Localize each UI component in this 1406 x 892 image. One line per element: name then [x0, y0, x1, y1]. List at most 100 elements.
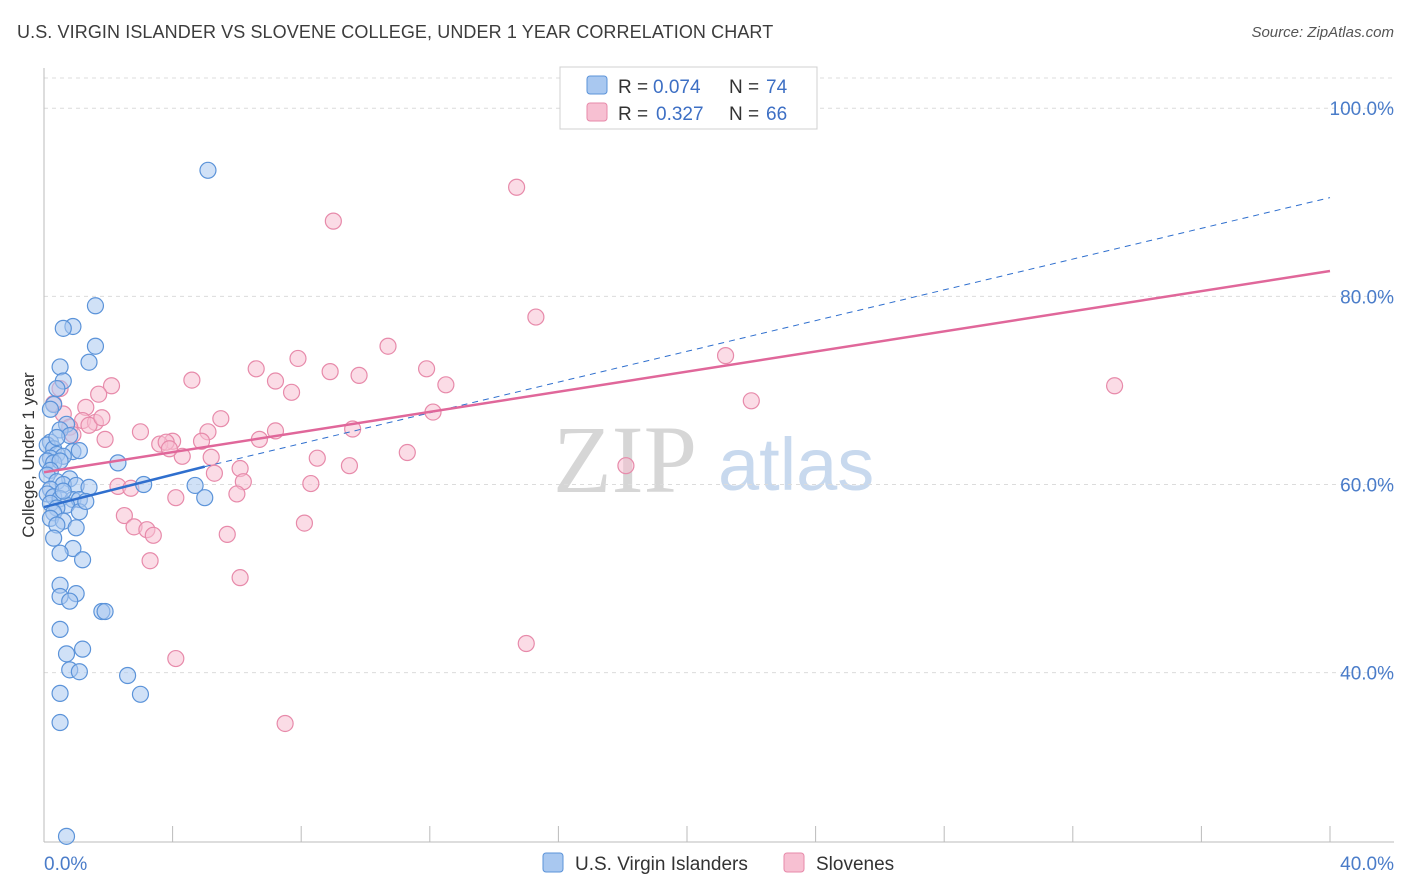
slovenes-point: [340, 457, 359, 475]
virgin-islanders-point: [48, 428, 66, 447]
x-tick-label-max: 40.0%: [1340, 854, 1394, 875]
legend-virgin-islanders-label: U.S. Virgin Islanders: [575, 854, 748, 875]
blue-n-value: 74: [766, 77, 788, 98]
virgin-islanders-point: [80, 353, 98, 371]
source-credit: Source: ZipAtlas.com: [1251, 24, 1394, 41]
slovenes-point: [202, 448, 220, 466]
virgin-islanders-point: [41, 400, 60, 418]
slovenes-point: [205, 464, 223, 482]
virgin-islanders-point: [199, 161, 217, 179]
virgin-islanders-point: [70, 663, 88, 681]
virgin-islanders-point: [57, 827, 76, 845]
y-tick-label: 100.0%: [1330, 99, 1395, 120]
pink-r-label: R =: [618, 104, 648, 125]
slovenes-point: [527, 308, 545, 326]
blue-swatch: [586, 75, 608, 95]
slovenes-point: [167, 649, 185, 668]
slovenes-point: [93, 409, 111, 427]
y-axis-label: College, Under 1 year: [19, 372, 38, 538]
virgin-islanders-point: [86, 297, 105, 315]
slovenes-point: [183, 371, 201, 389]
virgin-islanders-trend-line: [43, 465, 206, 509]
slovenes-point: [617, 457, 635, 475]
watermark-atlas: atlas: [718, 423, 874, 506]
slovenes-points: [45, 178, 1124, 733]
y-tick-label: 60.0%: [1340, 476, 1394, 497]
virgin-islanders-point: [45, 529, 63, 547]
virgin-islanders-point: [118, 666, 137, 685]
slovenes-point: [80, 416, 98, 434]
slovenes-point: [102, 377, 121, 395]
virgin-islanders-point: [70, 442, 88, 460]
legend-slovenes-label: Slovenes: [816, 854, 894, 875]
virgin-islanders-point: [73, 640, 92, 658]
virgin-islanders-point: [186, 476, 204, 495]
slovenes-point: [302, 474, 320, 493]
virgin-islanders-point: [48, 379, 66, 398]
blue-n-label: N =: [729, 77, 759, 98]
gridlines: [44, 77, 1394, 674]
slovenes-point: [289, 349, 307, 368]
y-axis-tick-labels: 40.0% 60.0% 80.0% 100.0%: [1330, 99, 1395, 684]
virgin-islanders-point: [73, 551, 92, 569]
virgin-islanders-point: [96, 602, 114, 621]
chart-title: U.S. VIRGIN ISLANDER VS SLOVENE COLLEGE,…: [17, 22, 774, 42]
legend-slovenes-swatch: [783, 852, 805, 873]
slovenes-point: [192, 432, 211, 450]
slovenes-point: [218, 525, 236, 543]
pink-r-value: 0.327: [656, 104, 704, 125]
slovenes-point: [141, 552, 159, 570]
slovenes-point: [1105, 377, 1124, 395]
slovenes-point: [228, 485, 246, 503]
slovenes-point: [308, 449, 326, 467]
virgin-islanders-point: [54, 482, 72, 500]
virgin-islanders-point: [57, 645, 76, 663]
slovenes-point: [321, 363, 339, 381]
slovenes-point: [508, 178, 526, 196]
slovenes-point: [417, 360, 436, 378]
virgin-islanders-points: [38, 161, 217, 845]
virgin-islanders-point: [86, 337, 105, 355]
slovenes-point: [742, 392, 760, 410]
series-legend: U.S. Virgin Islanders Slovenes: [542, 852, 894, 875]
slovenes-point: [276, 714, 294, 733]
slovenes-point: [212, 410, 230, 428]
pink-swatch: [586, 102, 608, 122]
slovenes-point: [324, 212, 342, 230]
slovenes-point: [295, 514, 314, 532]
virgin-islanders-point: [61, 592, 79, 610]
slovenes-point: [437, 376, 455, 394]
virgin-islanders-point: [109, 454, 127, 472]
slovenes-point: [115, 506, 133, 525]
virgin-islanders-point: [51, 713, 69, 732]
legend-virgin-islanders-swatch: [542, 852, 564, 873]
virgin-islanders-point: [196, 489, 214, 507]
x-tick-label-min: 0.0%: [44, 854, 87, 875]
slovenes-point: [167, 489, 185, 507]
blue-r-label: R =: [618, 77, 648, 98]
slovenes-point: [517, 634, 535, 653]
pink-n-label: N =: [729, 104, 759, 125]
slovenes-point: [350, 366, 368, 384]
blue-r-value: 0.074: [653, 77, 701, 98]
virgin-islanders-point: [54, 319, 72, 337]
virgin-islanders-trend-dashed: [204, 197, 1331, 468]
watermark: ZIP atlas: [553, 406, 874, 513]
virgin-islanders-point: [67, 519, 85, 537]
slovenes-point: [131, 423, 150, 441]
slovenes-point: [282, 383, 301, 401]
virgin-islanders-point: [51, 358, 69, 376]
slovenes-point: [231, 569, 249, 587]
slovenes-point: [266, 372, 285, 390]
virgin-islanders-point: [51, 684, 69, 702]
virgin-islanders-point: [51, 544, 69, 562]
slovenes-point: [398, 443, 416, 462]
virgin-islanders-point: [131, 685, 150, 703]
slovenes-point: [144, 526, 162, 544]
trend-lines: [43, 197, 1331, 509]
x-axis-ticks: [43, 826, 1331, 842]
y-tick-label: 40.0%: [1340, 664, 1394, 685]
slovenes-point: [247, 360, 265, 378]
stats-legend: R = 0.074 N = 74 R = 0.327 N = 66: [559, 66, 818, 130]
